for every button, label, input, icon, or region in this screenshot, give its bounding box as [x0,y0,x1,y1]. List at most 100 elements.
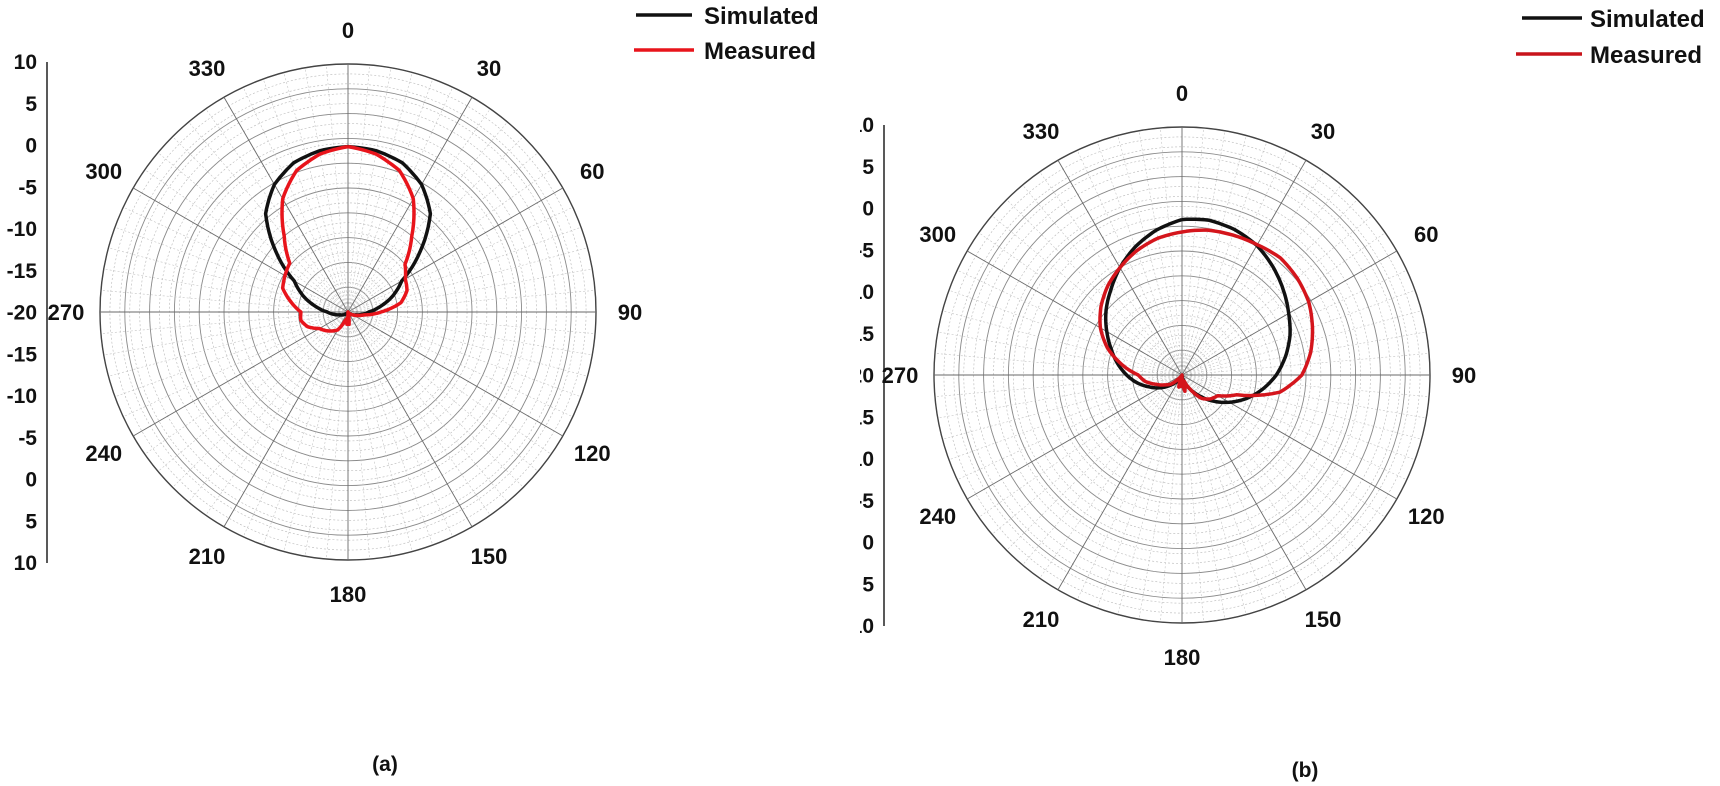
minor-spoke [991,374,1183,535]
scale-tick-label: -15 [7,260,38,283]
angle-labels: 0 30 60 90 120 150 180 210 240 270 300 330 [48,18,643,607]
minor-spoke [347,311,573,418]
minor-spoke [347,311,392,557]
angle-label-60: 60 [580,159,604,184]
angle-label-0: 0 [1176,81,1188,106]
legend-label-measured: Measured [704,38,816,65]
minor-spoke [262,311,349,546]
minor-spoke [347,121,508,313]
series-lines [263,144,433,333]
angle-label-30: 30 [1311,119,1335,144]
minor-spoke [1006,199,1183,376]
scale-tick-label: -15 [860,406,874,429]
scale-tick-label: -20 [7,302,37,325]
minor-spoke [205,311,349,516]
minor-spoke [1181,374,1204,623]
minor-spoke [1181,269,1407,376]
series-line-measured [280,144,416,333]
minor-spoke [1181,199,1358,376]
angle-label-330: 330 [189,56,226,81]
angle-label-120: 120 [574,441,611,466]
angle-labels: 0 30 60 90 120 150 180 210 240 270 300 330 [882,81,1477,670]
legend-label-simulated: Simulated [1590,6,1705,33]
scale-tick-label: -5 [860,490,874,513]
scale-tick-label: 10 [860,114,874,137]
angle-label-270: 270 [48,300,85,325]
minor-spoke [347,311,593,356]
minor-spoke [1076,150,1183,376]
minor-spoke [347,268,593,313]
scale-tick-label: 0 [25,135,37,158]
minor-spoke [157,311,349,472]
angle-label-30: 30 [477,56,501,81]
minor-spoke [347,87,454,313]
angle-label-180: 180 [1164,645,1201,670]
scale-tick-label: -10 [7,385,37,408]
series-line-measured [1098,228,1315,401]
minor-spoke [172,136,349,313]
minor-spoke [347,311,539,472]
scale-tick-label: -5 [860,239,874,262]
minor-spoke [1138,130,1183,376]
major-spoke [133,187,349,313]
major-spoke [1181,374,1397,500]
legend-label-measured: Measured [1590,42,1702,69]
major-spoke [1057,374,1183,590]
angle-label-180: 180 [330,582,367,607]
minor-spoke [347,108,491,313]
radial-scale-axis: 10 5 0 -5 -10 -15 -20 -15 -10 -5 0 5 10 [7,51,48,575]
minor-spoke [1181,374,1427,419]
angle-label-240: 240 [85,441,122,466]
legend: Simulated Measured [634,3,819,65]
minor-spoke [172,311,349,488]
minor-spoke [1181,374,1288,600]
angle-label-210: 210 [189,544,226,569]
minor-spoke [934,353,1183,376]
minor-spoke [347,311,596,334]
major-spoke [223,311,349,527]
scale-tick-label: 5 [862,156,874,179]
minor-spoke [1181,127,1204,376]
minor-spoke [991,215,1183,376]
scale-tick-label: -20 [860,365,874,388]
angle-label-60: 60 [1414,222,1438,247]
minor-spoke [100,290,349,313]
minor-spoke [957,374,1183,481]
major-spoke [1181,374,1307,590]
minor-spoke [1181,150,1288,376]
angle-label-0: 0 [342,18,354,43]
major-spoke [347,97,473,313]
minor-spoke [347,311,454,537]
minor-spoke [1160,374,1183,623]
scale-tick-label: 5 [862,573,874,596]
minor-spoke [1181,171,1325,376]
minor-spoke [1181,374,1325,579]
panel-label-a: (a) [372,753,398,776]
minor-spoke [1076,374,1183,600]
scale-tick-label: -5 [18,176,37,199]
minor-spoke [1181,331,1427,376]
series-lines [1098,217,1315,405]
minor-spoke [262,78,349,313]
scale-tick-label: -10 [7,218,37,241]
scale-tick-label: -10 [860,448,874,471]
major-spoke [347,311,563,437]
minor-spoke [283,72,349,313]
minor-spoke [1006,374,1183,551]
minor-spoke [188,311,349,503]
angle-label-300: 300 [85,159,122,184]
scale-tick-label: 5 [25,510,37,533]
radial-scale-axis: 10 5 0 -5 -10 -15 -20 -15 -10 -5 0 5 10 [860,114,885,638]
angle-label-90: 90 [618,300,642,325]
scale-tick-label: 0 [25,469,37,492]
angle-label-330: 330 [1023,119,1060,144]
minor-spoke [1039,171,1183,376]
minor-spoke [1096,374,1183,609]
polar-grid [99,63,597,561]
minor-spoke [347,206,573,313]
minor-spoke [1181,374,1342,566]
minor-spoke [347,78,434,313]
minor-spoke [347,311,434,546]
scale-tick-label: -5 [18,427,37,450]
minor-spoke [347,311,491,516]
